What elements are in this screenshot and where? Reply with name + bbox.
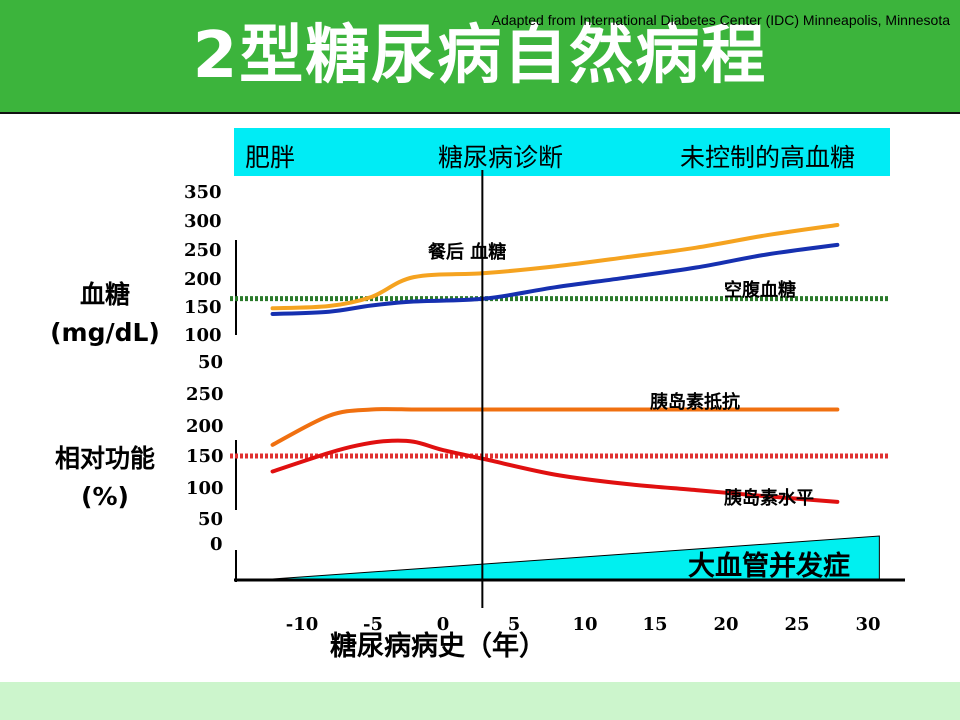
glucose-tick: 50 (198, 352, 224, 373)
series-label-fasting: 空腹血糖 (724, 280, 796, 301)
footer-bar (0, 682, 960, 720)
complications-label: 大血管并发症 (688, 551, 850, 582)
x-tick: 10 (572, 614, 598, 635)
glucose-tick: 250 (184, 240, 222, 261)
x-tick: 25 (784, 614, 810, 635)
function-tick: 200 (186, 416, 224, 437)
function-tick: 50 (198, 509, 224, 530)
series-label-insulin-level: 胰岛素水平 (724, 488, 814, 509)
stage-band (234, 128, 890, 176)
function-axis-label-line2: (%) (81, 482, 129, 511)
function-tick: 100 (186, 478, 224, 499)
insulin-level-line (270, 438, 840, 504)
glucose-tick: 350 (184, 182, 222, 203)
function-tick: 250 (186, 384, 224, 405)
glucose-tick: 150 (184, 297, 222, 318)
x-tick: 30 (855, 614, 881, 635)
source-credit: Adapted from International Diabetes Cent… (491, 12, 950, 28)
title-bar (0, 0, 960, 114)
stage-label-obesity: 肥胖 (245, 143, 296, 172)
function-axis-label-line1: 相对功能 (54, 444, 155, 473)
x-tick: -10 (285, 614, 319, 635)
glucose-tick: 300 (184, 211, 222, 232)
page-title: 2型糖尿病自然病程 (192, 19, 768, 93)
function-tick: 0 (210, 534, 223, 555)
stage-label-hyperglycemia: 未控制的高血糖 (680, 143, 856, 172)
function-axis-label: 相对功能 (%) (30, 440, 180, 516)
function-tick: 150 (186, 446, 224, 467)
x-tick: 5 (507, 614, 521, 635)
x-tick: 0 (436, 614, 450, 635)
postprandial-glucose-line (270, 223, 840, 311)
glucose-tick: 100 (184, 325, 222, 346)
x-tick: 20 (713, 614, 739, 635)
glucose-axis-label: 血糖 (mg/dL) (30, 276, 180, 352)
glucose-axis-label-line2: (mg/dL) (50, 318, 160, 347)
series-label-insulin-resistance: 胰岛素抵抗 (650, 392, 740, 413)
stage-label-diagnosis: 糖尿病诊断 (438, 143, 564, 172)
insulin-resistance-line (270, 407, 840, 447)
x-tick: -5 (363, 614, 383, 635)
series-label-postprandial: 餐后 血糖 (428, 242, 507, 263)
glucose-tick: 200 (184, 269, 222, 290)
fasting-glucose-line (270, 242, 840, 316)
x-tick: 15 (642, 614, 668, 635)
x-axis-label: 糖尿病病史（年） (330, 631, 546, 662)
glucose-axis-label-line1: 血糖 (79, 280, 130, 309)
